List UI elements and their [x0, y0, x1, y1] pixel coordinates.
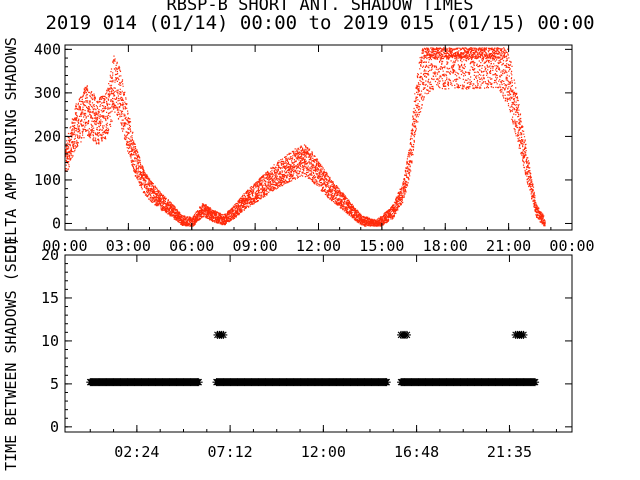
y-tick-label: 400 [34, 40, 61, 58]
y-tick-label: 0 [52, 214, 61, 232]
y-tick-label: 10 [41, 332, 59, 350]
y-axis-label: TIME BETWEEN SHADOWS (SEC) [2, 236, 20, 471]
time-between-points [86, 330, 540, 387]
plot-frame-top [64, 44, 573, 231]
x-tick-label: 09:00 [233, 237, 278, 255]
y-tick-label: 0 [50, 418, 59, 436]
time-between-panel: 0 5 10 15 20 02:24 07:12 12:00 16:48 21:35 TIME BE… [2, 236, 573, 471]
y-tick-label: 15 [41, 289, 59, 307]
chart-title: RBSP-B SHORT ANT. SHADOW TIMES [166, 0, 474, 15]
x-tick-label: 00:00 [42, 237, 87, 255]
x-tick-label: 00:00 [549, 237, 594, 255]
plot-frame-bottom [64, 254, 573, 433]
y-tick-label: 100 [34, 171, 61, 189]
x-tick-label: 02:24 [114, 443, 159, 461]
star-markers [86, 330, 540, 387]
x-tick-label: 06:00 [169, 237, 214, 255]
x-tick-label: 07:12 [208, 443, 253, 461]
y-tick-label: 5 [50, 375, 59, 393]
y-axis-label: DELTA AMP DURING SHADOWS [2, 37, 20, 254]
x-tick-label: 18:00 [423, 237, 468, 255]
y-tick-label: 200 [34, 127, 61, 145]
x-tick-label: 21:00 [486, 237, 531, 255]
y-tick-label: 20 [41, 246, 59, 264]
delta-amp-panel: 0 100 200 300 400 00:00 03:00 06:00 09:00 12:00 15… [2, 37, 595, 255]
x-tick-label: 21:35 [487, 443, 532, 461]
x-tick-label: 16:48 [394, 443, 439, 461]
x-tick-label: 15:00 [359, 237, 404, 255]
x-tick-label: 12:00 [296, 237, 341, 255]
x-tick-label: 12:00 [301, 443, 346, 461]
delta-amp-dots [65, 47, 546, 227]
x-tick-label: 03:00 [106, 237, 151, 255]
delta-amp-points [65, 47, 546, 227]
y-tick-label: 300 [34, 84, 61, 102]
chart-subtitle: 2019 014 (01/14) 00:00 to 2019 015 (01/1… [45, 12, 595, 34]
